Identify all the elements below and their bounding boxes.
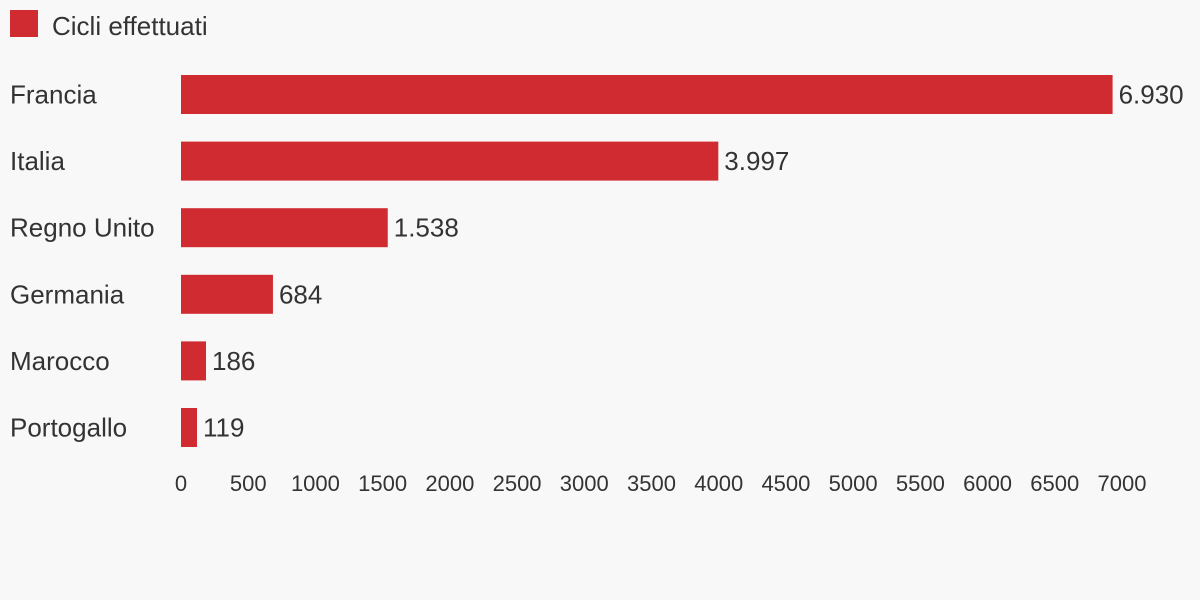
x-tick-label: 5000 xyxy=(829,471,878,496)
x-tick-label: 5500 xyxy=(896,471,945,496)
x-tick-label: 6000 xyxy=(963,471,1012,496)
x-tick-label: 500 xyxy=(230,471,267,496)
x-tick-label: 3500 xyxy=(627,471,676,496)
value-label: 1.538 xyxy=(394,213,459,243)
x-tick-label: 3000 xyxy=(560,471,609,496)
bar xyxy=(181,341,207,381)
bar xyxy=(181,208,388,248)
x-tick-label: 7000 xyxy=(1098,471,1147,496)
category-labels: Francia Italia Regno Unito Germania Marocco P… xyxy=(10,80,155,443)
x-tick-label: 0 xyxy=(175,471,187,496)
value-label: 186 xyxy=(212,346,255,376)
x-tick-label: 6500 xyxy=(1030,471,1079,496)
bar xyxy=(181,75,1113,114)
bars xyxy=(181,75,1113,447)
legend: Cicli effettuati xyxy=(10,10,208,41)
x-tick-label: 1500 xyxy=(358,471,407,496)
value-labels: 6.930 3.997 1.538 684 186 119 xyxy=(203,80,1184,443)
bar xyxy=(181,141,719,181)
x-tick-label: 1000 xyxy=(291,471,340,496)
bar xyxy=(181,274,273,314)
category-label: Portogallo xyxy=(10,413,127,443)
category-label: Regno Unito xyxy=(10,213,155,243)
x-tick-label: 2500 xyxy=(493,471,542,496)
category-label: Francia xyxy=(10,80,97,110)
bar xyxy=(181,408,197,447)
x-tick-label: 2000 xyxy=(425,471,474,496)
value-label: 6.930 xyxy=(1119,80,1184,110)
x-axis: 0 500 1000 1500 2000 2500 3000 3500 4000 4500 5000… xyxy=(175,471,1147,496)
value-label: 119 xyxy=(203,413,244,443)
legend-label: Cicli effettuati xyxy=(52,11,208,41)
value-label: 684 xyxy=(279,279,322,309)
x-tick-label: 4500 xyxy=(761,471,810,496)
value-label: 3.997 xyxy=(724,146,789,176)
x-tick-label: 4000 xyxy=(694,471,743,496)
legend-swatch xyxy=(10,10,38,37)
category-label: Italia xyxy=(10,146,65,176)
category-label: Marocco xyxy=(10,346,110,376)
category-label: Germania xyxy=(10,279,125,309)
